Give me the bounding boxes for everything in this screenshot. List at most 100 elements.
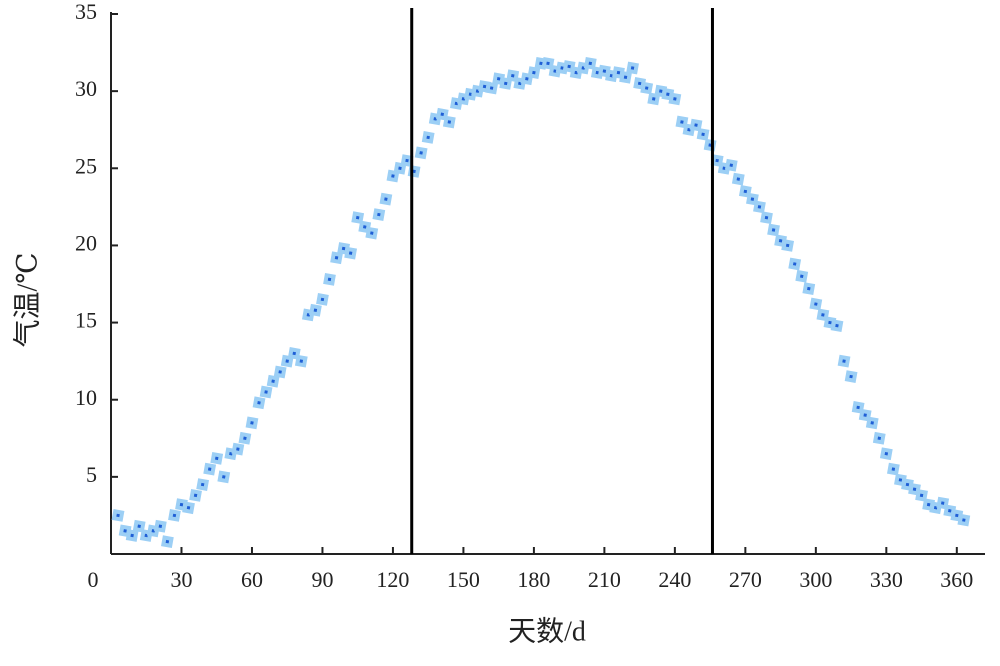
point <box>273 365 287 379</box>
point <box>816 308 830 322</box>
point <box>153 519 167 533</box>
x-tick-label: 150 <box>447 567 480 592</box>
point <box>844 370 858 383</box>
point <box>238 431 252 445</box>
point <box>760 211 773 225</box>
point <box>731 172 745 186</box>
point <box>872 431 886 445</box>
x-tick-label: 210 <box>588 567 621 592</box>
point <box>132 519 146 533</box>
point <box>886 462 900 476</box>
point <box>527 66 541 80</box>
x-tick-label: 180 <box>517 567 550 592</box>
point <box>647 92 661 106</box>
point <box>668 92 682 106</box>
x-tick-label: 90 <box>311 567 333 592</box>
x-tick-label: 120 <box>376 567 409 592</box>
point <box>316 293 329 306</box>
point <box>372 208 386 221</box>
point <box>245 416 259 430</box>
point <box>203 462 217 476</box>
point <box>619 70 632 84</box>
x-axis-label: 天数/d <box>508 615 586 647</box>
point <box>168 509 181 522</box>
point <box>379 192 393 206</box>
point <box>936 496 950 510</box>
y-tick-label: 30 <box>75 76 97 101</box>
point <box>957 513 971 527</box>
point <box>386 169 400 183</box>
point <box>837 354 851 368</box>
point <box>879 447 893 461</box>
point <box>435 107 449 121</box>
point <box>252 396 266 410</box>
point <box>442 115 456 129</box>
point <box>287 347 301 360</box>
point <box>414 146 428 160</box>
point <box>210 451 224 465</box>
point <box>323 272 336 286</box>
point <box>696 127 710 141</box>
point <box>767 223 780 237</box>
point <box>330 251 343 265</box>
point <box>640 81 654 95</box>
point <box>393 161 407 175</box>
y-tick-label: 20 <box>75 230 97 255</box>
point <box>781 239 795 252</box>
point <box>189 488 202 502</box>
point <box>344 246 358 260</box>
point <box>196 478 210 491</box>
point <box>738 185 752 198</box>
point <box>182 501 195 515</box>
point <box>280 354 294 368</box>
x-tick-label: 330 <box>870 567 903 592</box>
point <box>541 56 555 70</box>
x-tick-label: 0 <box>88 567 99 592</box>
point <box>111 509 125 522</box>
point <box>351 211 365 225</box>
point <box>724 158 738 172</box>
x-tick-label: 30 <box>170 567 192 592</box>
point <box>125 529 139 542</box>
y-tick-label: 10 <box>75 385 97 410</box>
point <box>851 401 865 414</box>
point <box>421 131 435 144</box>
point <box>809 297 823 311</box>
x-tick-label: 300 <box>799 567 832 592</box>
x-tick-label: 60 <box>241 567 263 592</box>
y-tick-label: 35 <box>75 0 97 24</box>
point <box>802 282 816 296</box>
point <box>675 115 689 129</box>
point <box>259 385 273 399</box>
point <box>506 69 520 83</box>
point <box>858 408 872 422</box>
point <box>266 374 280 388</box>
point <box>830 319 844 333</box>
point <box>746 192 759 206</box>
point <box>231 442 245 456</box>
y-tick-label: 15 <box>75 308 97 333</box>
point <box>795 269 809 283</box>
point <box>865 416 879 430</box>
point <box>753 200 766 214</box>
x-tick-label: 360 <box>940 567 973 592</box>
point <box>689 118 703 132</box>
point <box>161 535 174 549</box>
point <box>788 257 802 271</box>
point <box>499 77 513 90</box>
point <box>294 354 308 368</box>
x-tick-label: 240 <box>658 567 691 592</box>
point <box>365 226 379 240</box>
point <box>400 154 414 167</box>
point <box>626 61 639 75</box>
point <box>217 470 231 484</box>
y-tick-label: 5 <box>86 462 97 487</box>
point <box>915 488 928 502</box>
x-tick-label: 270 <box>729 567 762 592</box>
y-tick-label: 25 <box>75 153 97 178</box>
point <box>485 81 498 95</box>
point <box>583 56 597 70</box>
y-axis-label: 气温/℃ <box>11 252 43 347</box>
point <box>309 303 322 317</box>
